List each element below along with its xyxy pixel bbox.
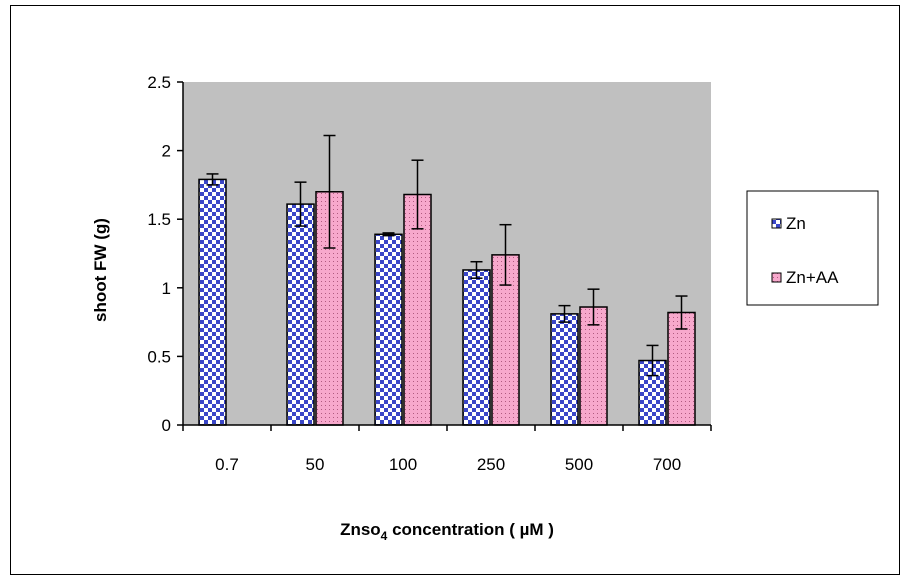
x-tick-label-250: 250 bbox=[477, 455, 505, 474]
error-bar-zn-250 bbox=[470, 260, 483, 279]
bar-zn-aa-700 bbox=[667, 311, 696, 426]
error-bar-zn-500 bbox=[558, 304, 571, 323]
y-axis-label: shoot FW (g) bbox=[91, 218, 110, 322]
legend-label-zn: Zn bbox=[786, 214, 806, 233]
y-tick-label-2.5: 2.5 bbox=[147, 73, 171, 92]
y-tick-label-1.5: 1.5 bbox=[147, 210, 171, 229]
x-axis-label-subscript: 4 bbox=[381, 529, 388, 543]
y-tick-label-0: 0 bbox=[162, 416, 171, 435]
error-bar-zn-50 bbox=[294, 181, 307, 227]
plot-area bbox=[183, 82, 711, 425]
y-tick-label-0.5: 0.5 bbox=[147, 347, 171, 366]
x-axis-label-rest: concentration ( µM ) bbox=[387, 520, 554, 539]
chart-frame bbox=[10, 5, 900, 575]
x-axis-label: Znso4 concentration ( µM ) bbox=[340, 520, 554, 543]
bar-zn-100 bbox=[374, 233, 403, 426]
x-tick-label-500: 500 bbox=[565, 455, 593, 474]
axes-layer: 0.7 50 100 250 500 700 0 0.5 1 1.5 2 2.5 bbox=[147, 73, 712, 474]
bar-zn-250 bbox=[462, 269, 491, 426]
bars-layer bbox=[198, 134, 696, 426]
legend-swatch-zn bbox=[771, 218, 782, 229]
x-axis-label-main: Znso bbox=[340, 520, 381, 539]
error-bar-zn-aa-250 bbox=[499, 223, 512, 286]
error-bar-zn-aa-50 bbox=[323, 134, 336, 249]
error-bar-zn-100 bbox=[382, 232, 395, 237]
legend-box bbox=[746, 190, 879, 306]
bar-zn-50 bbox=[286, 203, 315, 426]
error-bar-zn-aa-500 bbox=[587, 288, 600, 326]
error-bar-zn-0.7 bbox=[206, 173, 219, 186]
y-tick-label-1: 1 bbox=[162, 279, 171, 298]
error-bar-zn-aa-700 bbox=[675, 295, 688, 330]
error-bar-zn-700 bbox=[646, 344, 659, 377]
legend-swatch-zn-aa bbox=[771, 272, 782, 283]
legend-label-zn-aa: Zn+AA bbox=[786, 268, 839, 287]
x-tick-label-100: 100 bbox=[389, 455, 417, 474]
x-tick-label-0.7: 0.7 bbox=[215, 455, 239, 474]
legend: Zn Zn+AA bbox=[746, 190, 879, 306]
bar-zn-500 bbox=[550, 313, 579, 426]
x-tick-label-50: 50 bbox=[306, 455, 325, 474]
error-bar-zn-aa-100 bbox=[411, 159, 424, 230]
y-tick-label-2: 2 bbox=[162, 142, 171, 161]
bar-zn-0.7 bbox=[198, 178, 227, 426]
x-tick-label-700: 700 bbox=[653, 455, 681, 474]
y-axis-title: shoot FW (g) bbox=[91, 218, 110, 322]
